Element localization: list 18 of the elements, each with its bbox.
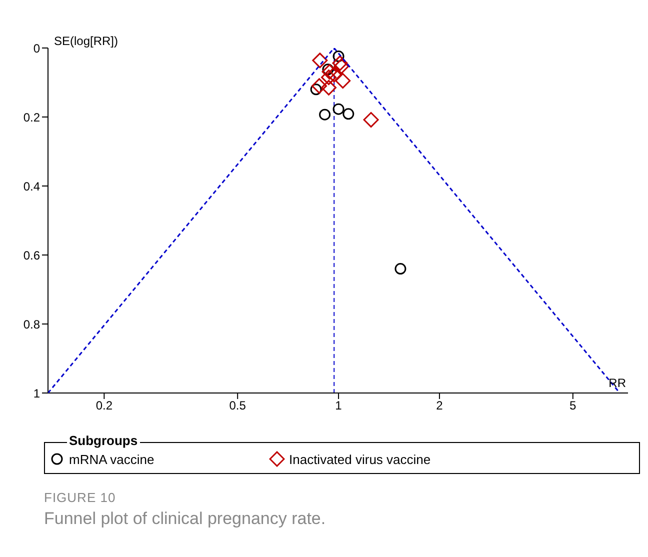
x-tick-label: 1: [335, 398, 342, 413]
legend-title: Subgroups: [67, 433, 140, 448]
x-tick-label: 5: [570, 398, 577, 413]
text: FIGURE 10: [44, 490, 117, 505]
legend-label: Inactivated virus vaccine: [289, 452, 431, 466]
y-tick-label: 0.6: [23, 248, 40, 262]
y-tick-label: 0.2: [23, 110, 40, 124]
y-tick-label: 0: [33, 41, 40, 56]
x-tick-label: 0.5: [229, 398, 246, 413]
y-axis-title: SE(log[RR]): [54, 34, 118, 48]
y-tick-label: 0.8: [23, 317, 40, 332]
x-axis-title: RR: [608, 376, 626, 390]
y-tick-label: 0.4: [23, 179, 40, 194]
legend-label: mRNA vaccine: [69, 452, 154, 466]
y-tick-label: 1: [33, 386, 40, 400]
x-tick-label: 2: [436, 398, 444, 413]
text: Funnel plot of clinical pregnancy rate.: [44, 509, 327, 529]
x-tick-label: 0.2: [96, 398, 113, 413]
